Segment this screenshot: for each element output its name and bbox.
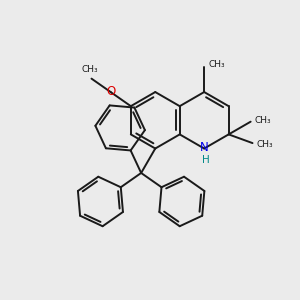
Text: CH₃: CH₃ (208, 60, 225, 69)
Text: CH₃: CH₃ (256, 140, 273, 149)
Text: CH₃: CH₃ (254, 116, 271, 125)
Text: N: N (200, 140, 208, 154)
Text: CH₃: CH₃ (82, 65, 98, 74)
Text: H: H (202, 155, 209, 165)
Text: O: O (106, 85, 116, 98)
